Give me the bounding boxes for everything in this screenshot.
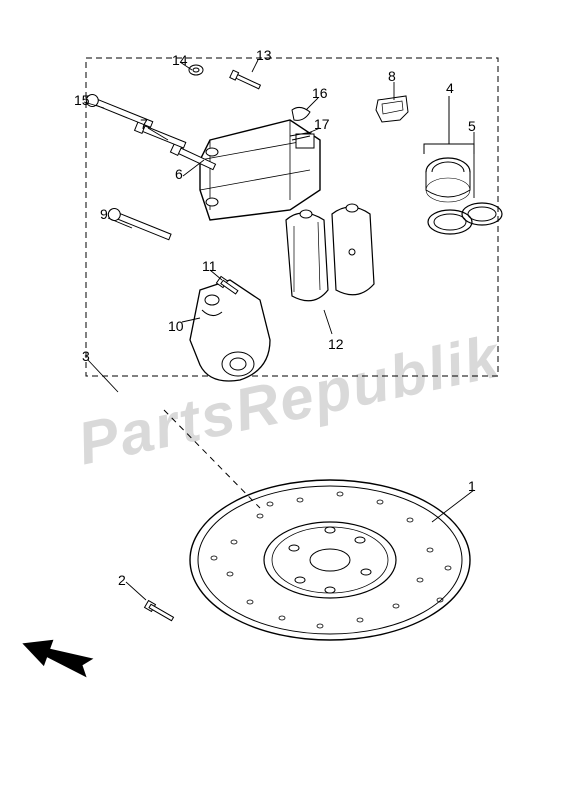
piston [426, 158, 470, 202]
callout-17: 17 [314, 116, 330, 132]
callout-10: 10 [168, 318, 184, 334]
callout-15: 15 [74, 92, 90, 108]
callout-13: 13 [256, 47, 272, 63]
pad-spring-16 [292, 107, 310, 120]
piston-seal-b [462, 203, 502, 225]
callout-14: 14 [172, 52, 188, 68]
callout-12: 12 [328, 336, 344, 352]
brake-pad-left [286, 210, 328, 301]
callout-16: 16 [312, 85, 328, 101]
assembly-line [164, 410, 260, 508]
callout-8: 8 [388, 68, 396, 84]
callout-9: 9 [100, 206, 108, 222]
callout-4: 4 [446, 80, 454, 96]
bleed-screw-13 [230, 70, 261, 90]
bracket-4 [424, 144, 474, 154]
callout-3: 3 [82, 348, 90, 364]
disc-bolt [145, 601, 175, 623]
bleed-cap-14 [189, 65, 203, 75]
caliper-bracket [190, 280, 270, 381]
callout-5: 5 [468, 118, 476, 134]
callout-2: 2 [118, 572, 126, 588]
brake-pad-right [332, 204, 374, 295]
piston-seal-a [428, 210, 472, 234]
direction-arrow [18, 630, 95, 681]
caliper-body [200, 120, 320, 220]
brake-disc [190, 480, 470, 640]
callout-1: 1 [468, 478, 476, 494]
parts-diagram [0, 0, 578, 800]
callout-6: 6 [175, 166, 183, 182]
retainer-clip [376, 96, 408, 122]
bolt-9 [106, 207, 172, 243]
callout-11: 11 [202, 258, 217, 274]
callout-7: 7 [140, 116, 148, 132]
